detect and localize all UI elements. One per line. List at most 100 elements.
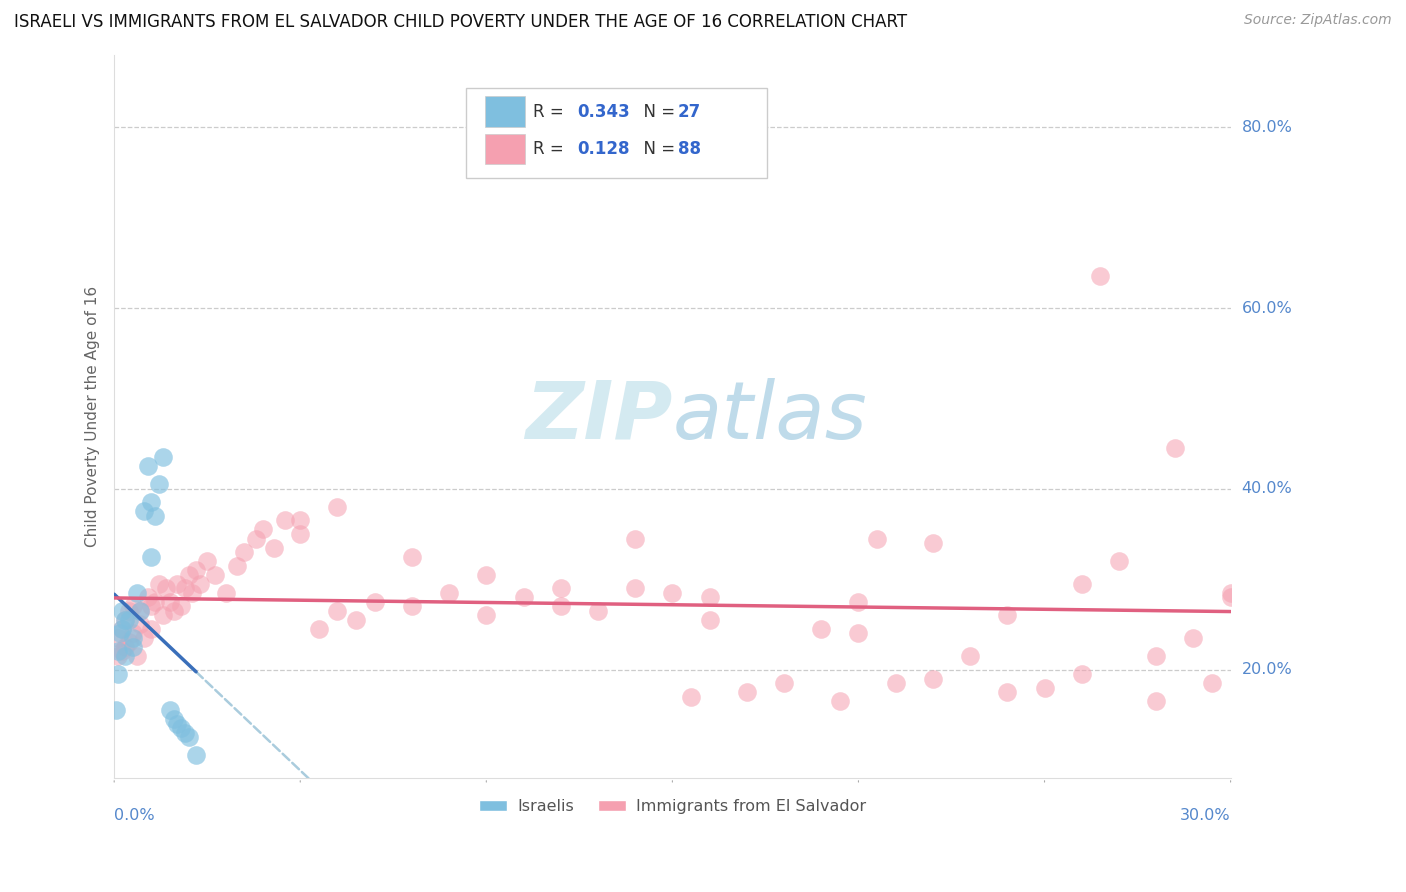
Point	[114, 648, 136, 663]
Point	[108, 626, 131, 640]
Text: 60.0%: 60.0%	[1241, 301, 1292, 316]
Point	[152, 450, 174, 465]
Text: 40.0%: 40.0%	[1241, 482, 1292, 496]
Point	[475, 567, 498, 582]
Text: atlas: atlas	[672, 377, 868, 456]
Point	[922, 672, 945, 686]
Point	[114, 613, 136, 627]
Point	[624, 532, 647, 546]
Point	[107, 631, 129, 645]
Point	[995, 685, 1018, 699]
Point	[1219, 585, 1241, 599]
FancyBboxPatch shape	[465, 87, 768, 178]
Point	[195, 554, 218, 568]
Text: Source: ZipAtlas.com: Source: ZipAtlas.com	[1244, 13, 1392, 28]
Point	[624, 581, 647, 595]
Point	[159, 703, 181, 717]
Point	[107, 644, 129, 658]
Point	[290, 513, 312, 527]
Text: ZIP: ZIP	[524, 377, 672, 456]
Point	[141, 549, 163, 564]
Point	[111, 622, 134, 636]
Point	[308, 622, 330, 636]
Point	[773, 676, 796, 690]
Point	[177, 731, 200, 745]
Point	[163, 712, 186, 726]
Point	[401, 599, 423, 614]
Point	[148, 576, 170, 591]
Legend: Israelis, Immigrants from El Salvador: Israelis, Immigrants from El Salvador	[472, 793, 873, 821]
Point	[188, 576, 211, 591]
Point	[922, 536, 945, 550]
Point	[118, 604, 141, 618]
Point	[1219, 591, 1241, 605]
Point	[184, 748, 207, 763]
Point	[105, 703, 128, 717]
Point	[326, 604, 349, 618]
Text: R =: R =	[533, 140, 569, 158]
Point	[226, 558, 249, 573]
Point	[166, 716, 188, 731]
Point	[550, 581, 572, 595]
Point	[274, 513, 297, 527]
Point	[132, 631, 155, 645]
Point	[1090, 269, 1112, 284]
Point	[114, 640, 136, 654]
Point	[121, 640, 143, 654]
Point	[125, 585, 148, 599]
Point	[1108, 554, 1130, 568]
Point	[1144, 694, 1167, 708]
Point	[163, 604, 186, 618]
Point	[170, 599, 193, 614]
Point	[143, 508, 166, 523]
Point	[143, 595, 166, 609]
FancyBboxPatch shape	[485, 96, 524, 127]
Point	[118, 613, 141, 627]
Point	[810, 622, 832, 636]
Point	[263, 541, 285, 555]
Point	[735, 685, 758, 699]
Point	[111, 604, 134, 618]
Point	[884, 676, 907, 690]
Point	[177, 567, 200, 582]
Point	[866, 532, 889, 546]
Text: 0.0%: 0.0%	[114, 808, 155, 823]
Point	[1033, 681, 1056, 695]
Point	[111, 622, 134, 636]
Point	[132, 504, 155, 518]
Point	[121, 599, 143, 614]
Point	[679, 690, 702, 704]
Point	[550, 599, 572, 614]
Text: 0.343: 0.343	[578, 103, 630, 120]
Point	[148, 477, 170, 491]
Text: 0.128: 0.128	[578, 140, 630, 158]
Point	[107, 648, 129, 663]
Point	[326, 500, 349, 514]
Point	[475, 608, 498, 623]
Point	[166, 576, 188, 591]
Point	[699, 613, 721, 627]
Point	[1201, 676, 1223, 690]
Point	[129, 604, 152, 618]
Point	[848, 626, 870, 640]
Y-axis label: Child Poverty Under the Age of 16: Child Poverty Under the Age of 16	[86, 286, 100, 547]
Point	[174, 725, 197, 739]
Point	[159, 595, 181, 609]
Point	[136, 591, 159, 605]
Point	[181, 585, 204, 599]
Text: R =: R =	[533, 103, 569, 120]
Point	[290, 527, 312, 541]
Point	[170, 721, 193, 735]
Text: ISRAELI VS IMMIGRANTS FROM EL SALVADOR CHILD POVERTY UNDER THE AGE OF 16 CORRELA: ISRAELI VS IMMIGRANTS FROM EL SALVADOR C…	[14, 13, 907, 31]
Point	[437, 585, 460, 599]
Point	[125, 648, 148, 663]
Point	[111, 644, 134, 658]
Point	[121, 631, 143, 645]
FancyBboxPatch shape	[485, 134, 524, 164]
Text: N =: N =	[633, 103, 681, 120]
Point	[828, 694, 851, 708]
Text: N =: N =	[633, 140, 681, 158]
Point	[363, 595, 385, 609]
Point	[136, 459, 159, 474]
Point	[107, 667, 129, 681]
